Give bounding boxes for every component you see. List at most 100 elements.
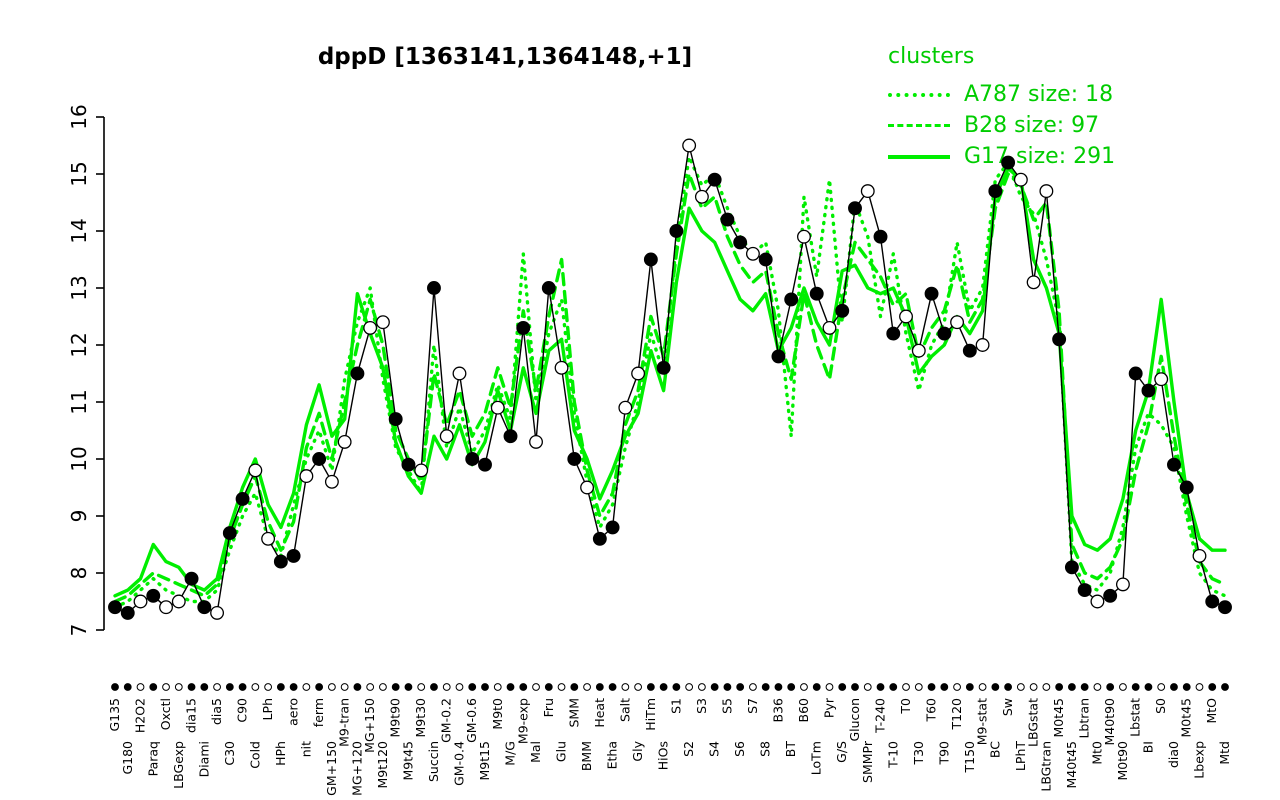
condition-dot	[1157, 683, 1166, 691]
condition-dot	[914, 683, 923, 691]
x-axis-label: MG+150	[362, 698, 377, 753]
open-point-marker	[1026, 275, 1041, 290]
condition-dot	[978, 683, 987, 691]
condition-dot	[991, 683, 1000, 691]
legend-item-b28: B28 size: 97	[888, 110, 1115, 141]
filled-point-marker	[312, 452, 327, 466]
x-axis-label: S1	[668, 698, 683, 714]
filled-point-marker	[273, 554, 288, 569]
open-point-marker	[682, 138, 697, 153]
x-axis-label: S8	[758, 741, 773, 757]
condition-dot	[570, 683, 579, 691]
filled-point-marker	[1001, 155, 1016, 170]
filled-point-marker	[465, 452, 480, 466]
x-axis-label: Pyr	[821, 697, 836, 718]
filled-point-marker	[809, 286, 824, 301]
condition-dot	[340, 683, 349, 691]
open-point-marker	[261, 531, 276, 546]
legend-header: clusters	[888, 44, 975, 69]
open-point-marker	[133, 594, 148, 609]
open-point-marker	[1039, 184, 1054, 199]
condition-dot	[366, 683, 375, 691]
x-axis-label: HiOs	[656, 741, 671, 770]
condition-dot	[532, 683, 540, 691]
filled-point-marker	[784, 292, 799, 307]
x-axis-label: Paraq	[145, 741, 160, 776]
condition-dot	[583, 683, 591, 691]
x-axis-label: C90	[235, 698, 250, 723]
condition-dot	[1016, 683, 1025, 691]
condition-dot	[1144, 683, 1153, 691]
filled-point-marker	[1167, 457, 1181, 472]
open-point-marker	[694, 189, 709, 204]
condition-dot	[455, 683, 464, 691]
x-axis-label: T0	[898, 698, 913, 715]
x-axis-label: S4	[707, 741, 722, 757]
x-axis-label: dia5	[209, 698, 224, 725]
x-axis-label: Heat	[592, 698, 607, 728]
open-point-marker	[210, 605, 225, 620]
open-point-marker	[452, 366, 467, 381]
open-point-marker	[822, 320, 837, 335]
x-axis-label: Lbtran	[1077, 698, 1092, 739]
chart-title: dppD [1363141,1364148,+1]	[317, 44, 693, 70]
y-tick-label: 12	[67, 332, 91, 357]
condition-dot	[468, 683, 477, 691]
y-tick-label: 7	[67, 624, 91, 637]
condition-dot	[187, 683, 196, 691]
filled-point-marker	[592, 531, 607, 546]
x-axis-label: T-10	[885, 741, 900, 769]
x-axis-label: Gly	[630, 740, 645, 761]
filled-point-marker	[478, 457, 492, 472]
filled-point-marker	[567, 452, 582, 466]
open-point-marker	[529, 434, 543, 449]
x-axis-label: dia15	[184, 698, 199, 733]
x-axis-label: Glucon	[847, 698, 862, 742]
x-axis-label: GM+150	[324, 741, 339, 796]
y-tick-label: 8	[67, 567, 91, 580]
open-point-marker	[631, 366, 646, 381]
x-axis-label: M9t15	[477, 741, 492, 781]
x-axis-label: ferm	[311, 698, 326, 727]
condition-dot	[238, 683, 247, 691]
condition-dot	[838, 683, 847, 691]
x-axis-label: BC	[987, 741, 1002, 758]
condition-dot	[417, 683, 426, 691]
condition-dot	[1131, 683, 1140, 691]
open-point-marker	[580, 480, 595, 495]
condition-dot	[723, 683, 732, 691]
y-tick-label: 14	[67, 218, 91, 243]
x-axis-label: Sw	[1000, 698, 1015, 716]
filled-point-marker	[758, 252, 773, 267]
filled-point-marker	[1064, 560, 1079, 575]
x-axis-label: T150	[962, 741, 977, 774]
filled-point-marker	[720, 212, 735, 227]
open-point-marker	[375, 315, 390, 330]
y-tick-label: 11	[67, 389, 91, 414]
legend-item-a787: A787 size: 18	[888, 79, 1115, 110]
x-axis-label: HiTm	[643, 698, 658, 731]
condition-dot	[672, 683, 681, 691]
x-axis-label: Mtd	[1217, 741, 1232, 765]
condition-dot	[749, 683, 757, 691]
condition-dot	[136, 683, 145, 691]
y-tick-label: 9	[67, 510, 91, 523]
x-axis-label: GM-0.2	[439, 698, 454, 743]
open-point-marker	[950, 315, 965, 330]
filled-point-marker	[848, 201, 862, 216]
open-point-marker	[171, 594, 186, 609]
condition-dot	[544, 683, 553, 691]
condition-dot	[1106, 683, 1115, 691]
condition-dot	[111, 683, 119, 691]
filled-point-marker	[516, 320, 531, 335]
legend: clusters A787 size: 18 B28 size: 97 G17 …	[888, 44, 1115, 172]
filled-point-marker	[1052, 332, 1067, 347]
x-axis-label: nit	[298, 741, 313, 757]
filled-point-marker	[197, 600, 212, 615]
condition-dot	[391, 683, 400, 691]
condition-dot	[404, 683, 413, 691]
x-axis-label: Lbexp	[1191, 741, 1206, 779]
condition-dot	[353, 683, 362, 691]
filled-point-marker	[656, 360, 671, 375]
x-axis-label: H2O2	[133, 698, 148, 733]
